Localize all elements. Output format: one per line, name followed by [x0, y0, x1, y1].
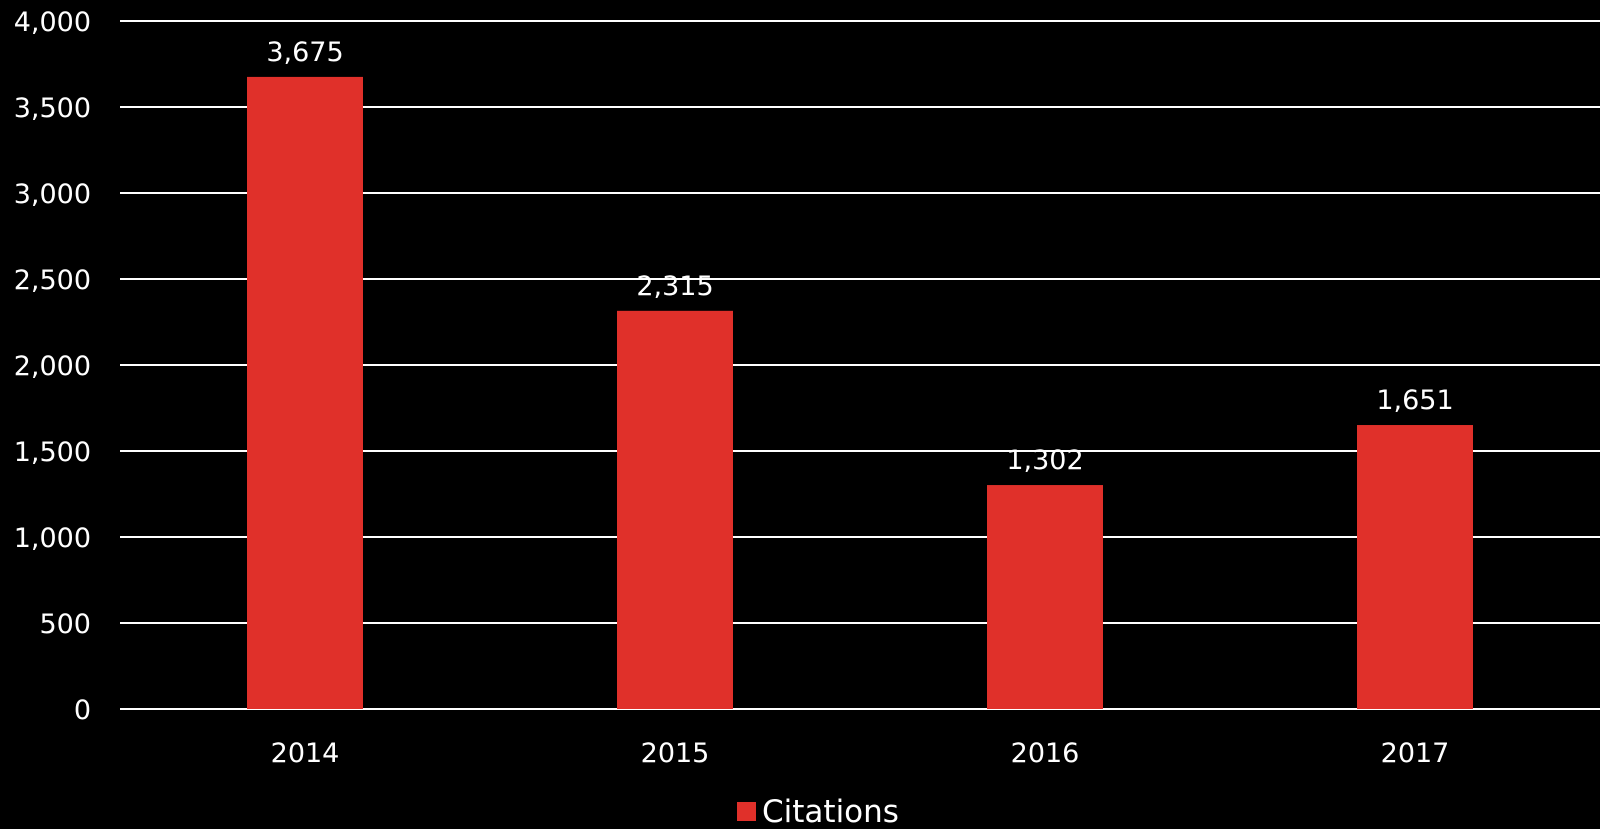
- data-label-2017: 1,651: [1376, 385, 1453, 416]
- data-label-2015: 2,315: [636, 271, 713, 302]
- bar-2015: [617, 310, 733, 709]
- legend: Citations: [737, 794, 899, 829]
- y-tick-label: 2,000: [14, 351, 91, 382]
- data-label-2016: 1,302: [1006, 445, 1083, 476]
- gridlines: [120, 20, 1600, 710]
- y-tick-label: 3,000: [14, 179, 91, 210]
- y-tick-label: 1,000: [14, 523, 91, 554]
- bar-2016: [987, 485, 1103, 709]
- bar-2014: [247, 76, 363, 709]
- x-axis-tick-labels: 2014 2015 2016 2017: [271, 738, 1450, 769]
- legend-swatch-citations: [737, 802, 756, 821]
- bar-2017: [1357, 425, 1473, 709]
- data-labels: 3,675 2,315 1,302 1,651: [266, 37, 1453, 476]
- y-tick-label: 4,000: [14, 7, 91, 38]
- y-axis-tick-labels: 0 500 1,000 1,500 2,000 2,500 3,000 3,500 4,000: [14, 7, 91, 726]
- legend-label-citations: Citations: [762, 794, 899, 829]
- y-tick-label: 3,500: [14, 93, 91, 124]
- y-tick-label: 2,500: [14, 265, 91, 296]
- bars: [247, 76, 1473, 709]
- data-label-2014: 3,675: [266, 37, 343, 68]
- x-tick-label-2016: 2016: [1011, 738, 1080, 769]
- y-tick-label: 1,500: [14, 437, 91, 468]
- y-tick-label: 500: [39, 609, 91, 640]
- x-tick-label-2017: 2017: [1381, 738, 1450, 769]
- x-tick-label-2015: 2015: [641, 738, 710, 769]
- y-tick-label: 0: [74, 695, 91, 726]
- x-tick-label-2014: 2014: [271, 738, 340, 769]
